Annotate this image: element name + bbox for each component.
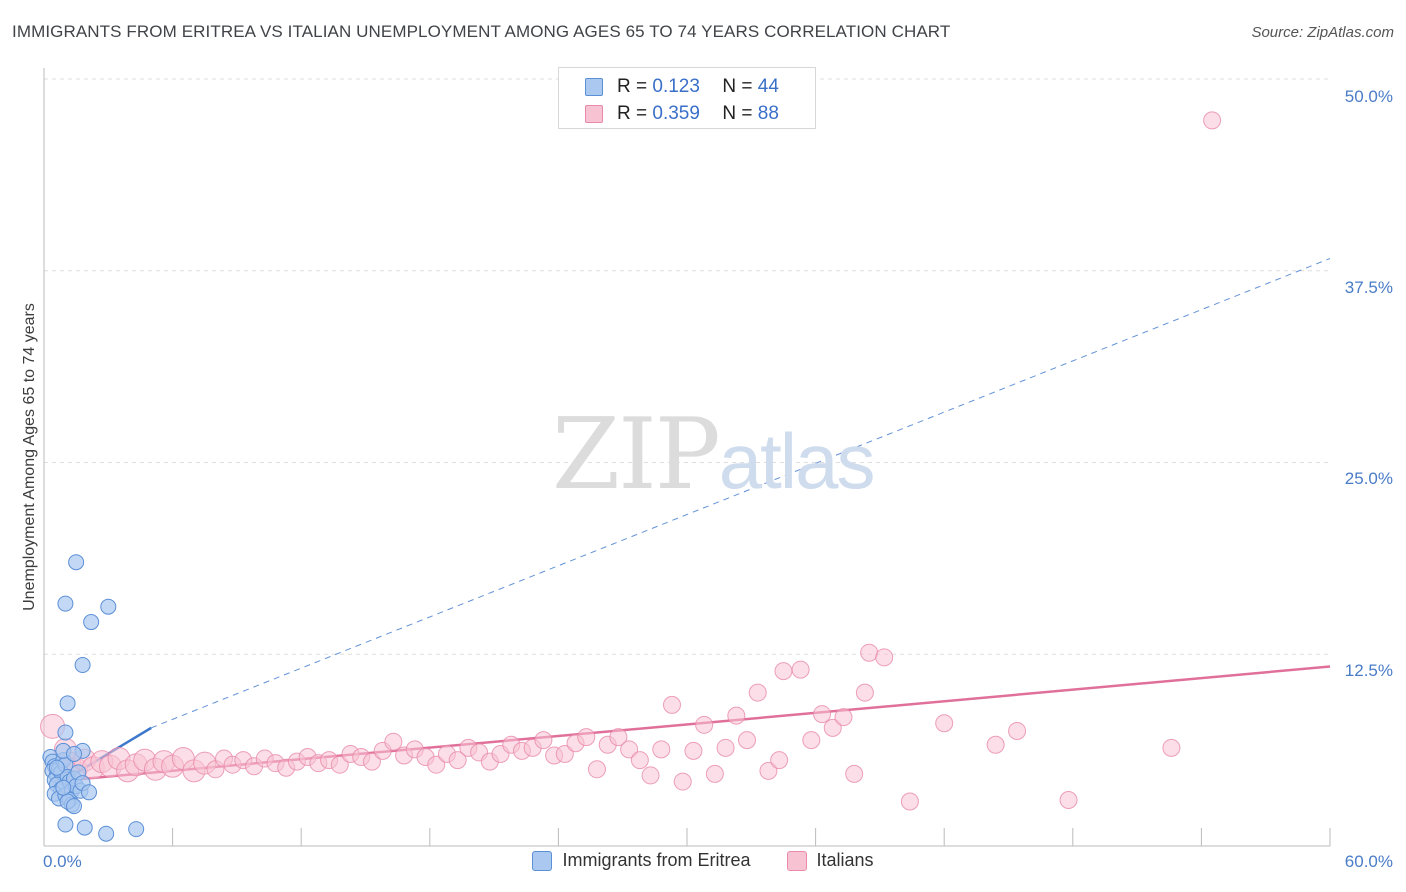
- point-eritrea: [66, 745, 83, 762]
- legend-n-value: 88: [757, 103, 779, 124]
- point-eritrea: [66, 798, 83, 815]
- series-label-eritrea: Immigrants from Eritrea: [562, 850, 751, 870]
- point-eritrea: [57, 816, 74, 833]
- y-tick-label-37-5: 37.5%: [1344, 278, 1393, 297]
- point-italians: [427, 755, 446, 774]
- point-italians: [855, 683, 874, 702]
- point-italians: [577, 728, 596, 747]
- point-italians: [609, 728, 628, 747]
- legend-r-value: 0.123: [652, 76, 700, 97]
- point-eritrea: [57, 595, 74, 612]
- point-italians: [774, 662, 793, 681]
- legend-r-value: 0.359: [652, 103, 700, 124]
- point-italians: [900, 792, 919, 811]
- legend-r-label: R =: [617, 76, 648, 97]
- y-tick-label-25: 25.0%: [1344, 469, 1393, 488]
- point-italians: [384, 732, 403, 751]
- point-italians: [748, 683, 767, 702]
- point-eritrea: [100, 598, 117, 615]
- series-legend-italians: Italians: [786, 850, 874, 871]
- point-italians: [630, 751, 649, 770]
- point-italians: [620, 740, 639, 759]
- point-eritrea: [57, 724, 74, 741]
- watermark-atlas: atlas: [718, 417, 876, 505]
- series-legend: Immigrants from Eritrea Italians: [0, 850, 1406, 871]
- point-italians: [534, 731, 553, 750]
- point-italians: [695, 715, 714, 734]
- x-tick-label-max: 60.0%: [1344, 852, 1393, 871]
- legend-n-label: N =: [722, 76, 753, 97]
- axes: [43, 68, 1331, 847]
- legend-r-label: R =: [617, 103, 648, 124]
- point-italians: [770, 751, 789, 770]
- point-italians: [1203, 111, 1222, 130]
- point-italians: [1008, 721, 1027, 740]
- point-eritrea: [128, 821, 145, 838]
- trend-lines: [52, 258, 1331, 786]
- point-italians: [362, 752, 381, 771]
- legend-row-eritrea: R = 0.123 N = 44: [585, 74, 779, 100]
- trend-line-eritrea-extrapolated: [150, 258, 1331, 729]
- grid-lines: [44, 78, 1330, 655]
- point-italians: [875, 648, 894, 667]
- point-italians: [845, 764, 864, 783]
- legend-row-italians: R = 0.359 N = 88: [585, 101, 779, 127]
- y-tick-label-50: 50.0%: [1344, 87, 1393, 106]
- series-swatch-pink: [786, 850, 807, 871]
- point-italians: [448, 751, 467, 770]
- point-eritrea: [98, 825, 115, 842]
- point-italians: [587, 760, 606, 779]
- point-italians: [986, 735, 1005, 754]
- x-tick-label-min: 0.0%: [43, 852, 82, 871]
- data-points: [40, 111, 1222, 842]
- point-italians: [705, 764, 724, 783]
- point-italians: [759, 761, 778, 780]
- y-tick-label-12-5: 12.5%: [1344, 661, 1393, 680]
- point-italians: [662, 695, 681, 714]
- point-italians: [802, 731, 821, 750]
- point-italians: [1162, 738, 1181, 757]
- point-eritrea: [68, 554, 85, 571]
- point-italians: [935, 714, 954, 733]
- series-swatch-blue: [532, 850, 553, 871]
- point-eritrea: [76, 819, 93, 836]
- correlation-legend: R = 0.123 N = 44 R = 0.359 N = 88: [558, 67, 816, 129]
- series-label-italians: Italians: [816, 850, 874, 870]
- point-eritrea: [83, 614, 100, 631]
- legend-n-label: N =: [722, 103, 753, 124]
- watermark: ZIPatlas: [552, 398, 876, 512]
- chart-title: IMMIGRANTS FROM ERITREA VS ITALIAN UNEMP…: [12, 22, 951, 41]
- point-eritrea: [81, 784, 98, 801]
- point-italians: [727, 706, 746, 725]
- legend-swatch-pink: [585, 105, 603, 123]
- point-italians: [684, 741, 703, 760]
- point-italians: [673, 772, 692, 791]
- point-eritrea: [59, 695, 76, 712]
- point-italians: [330, 755, 349, 774]
- y-axis-label: Unemployment Among Ages 65 to 74 years: [21, 303, 38, 611]
- point-italians: [652, 740, 671, 759]
- point-italians: [791, 660, 810, 679]
- point-italians: [641, 766, 660, 785]
- point-italians: [1059, 790, 1078, 809]
- legend-swatch-blue: [585, 78, 603, 96]
- point-italians: [813, 705, 832, 724]
- point-italians: [716, 738, 735, 757]
- point-eritrea: [55, 779, 72, 796]
- point-italians: [555, 744, 574, 763]
- series-legend-eritrea: Immigrants from Eritrea: [532, 850, 751, 871]
- point-italians: [860, 643, 879, 662]
- point-italians: [823, 718, 842, 737]
- point-italians: [834, 708, 853, 727]
- watermark-zip: ZIP: [552, 398, 721, 512]
- point-eritrea: [74, 656, 91, 673]
- source-label: Source: ZipAtlas.com: [1251, 24, 1394, 41]
- point-italians: [738, 731, 757, 750]
- point-eritrea: [48, 759, 65, 776]
- legend-n-value: 44: [757, 76, 779, 97]
